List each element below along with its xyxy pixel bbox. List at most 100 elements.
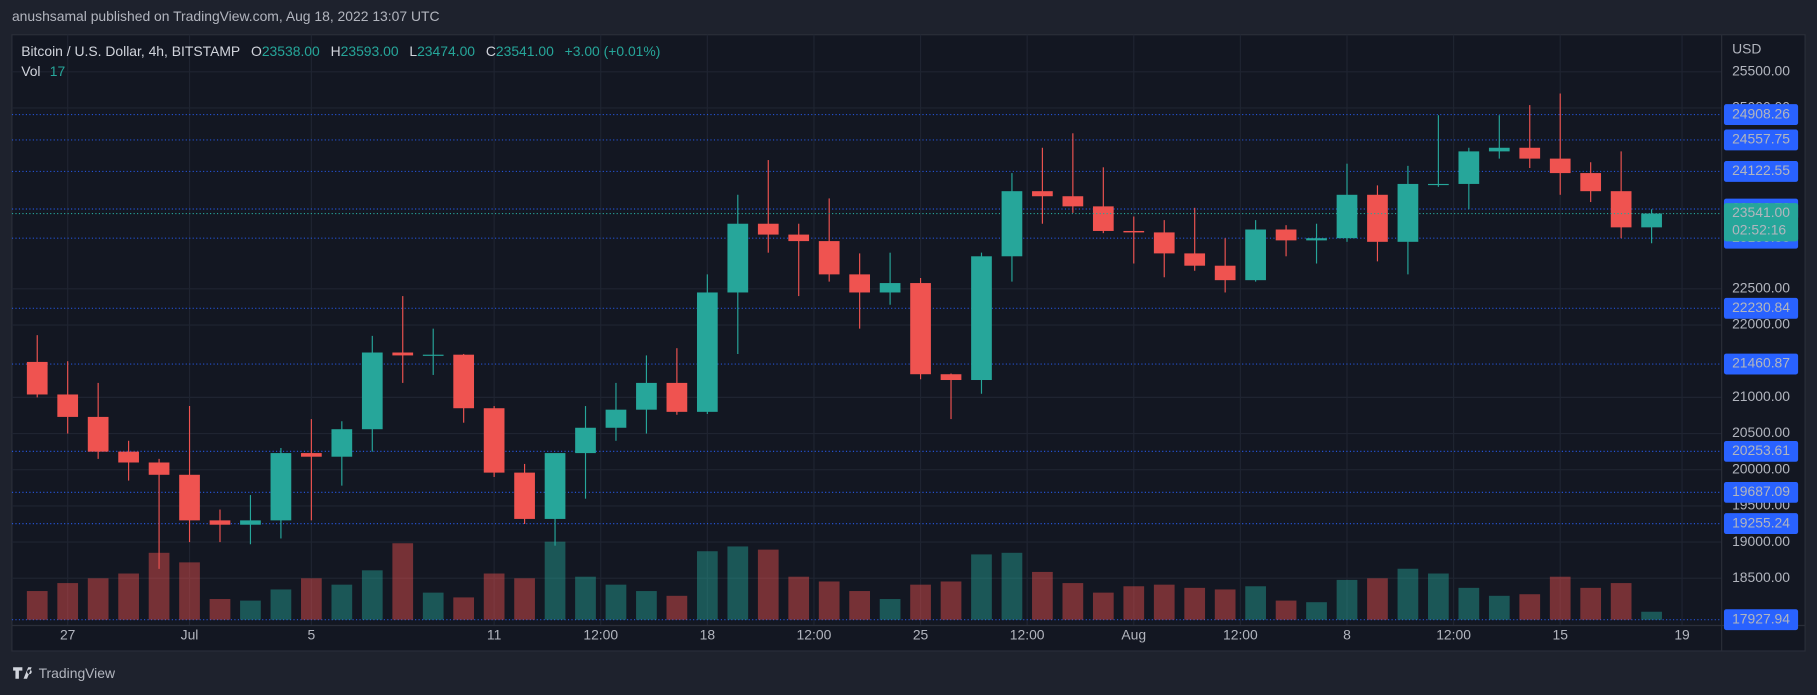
candle-body — [605, 409, 627, 428]
open: 23538.00 — [262, 43, 320, 59]
volume-bar — [666, 595, 688, 620]
volume-bar — [1062, 583, 1084, 620]
candle-body — [910, 283, 931, 375]
vol-label: Vol — [21, 62, 40, 78]
volume-bar — [270, 589, 292, 620]
vol-value: 17 — [50, 62, 66, 78]
candle-body — [1458, 151, 1480, 184]
volume-bar — [575, 576, 596, 620]
candle-body — [1001, 191, 1023, 257]
price-label-bg — [1723, 129, 1799, 151]
candle-body — [1214, 265, 1236, 281]
price-label: 20253.61 — [1732, 442, 1790, 458]
volume-bar — [483, 573, 505, 620]
candle-body — [392, 352, 414, 356]
volume-bar — [544, 541, 566, 620]
price-label: 24908.26 — [1732, 105, 1790, 121]
candle-body — [727, 223, 749, 293]
x-tick-label: 19 — [1674, 627, 1690, 643]
volume-bar — [818, 581, 840, 620]
candle-body — [1306, 238, 1327, 241]
candle-body — [240, 520, 261, 525]
volume-bar — [1641, 611, 1662, 620]
volume-bar — [1549, 576, 1571, 620]
c-label: C — [486, 43, 496, 59]
close: 23541.00 — [496, 43, 554, 59]
x-tick-label: 12:00 — [797, 627, 832, 643]
volume-bar — [118, 573, 139, 620]
y-tick-label: 20000.00 — [1732, 460, 1790, 476]
x-tick-label: 15 — [1552, 627, 1568, 643]
candle-body — [1610, 191, 1632, 228]
volume-bar — [514, 578, 535, 620]
volume-bar — [636, 591, 657, 620]
y-tick-label: 19000.00 — [1732, 533, 1790, 549]
high: 23593.00 — [341, 43, 399, 59]
current-price: 23541.00 — [1732, 204, 1790, 220]
price-label: 24122.55 — [1732, 162, 1790, 178]
candle-body — [301, 453, 322, 457]
volume-bar — [1275, 600, 1297, 620]
candle-body — [1275, 229, 1297, 241]
volume-bar — [1367, 578, 1388, 620]
grid — [11, 34, 1722, 626]
candle-body — [879, 283, 901, 293]
volume-bar — [453, 597, 475, 620]
candle-body — [1641, 213, 1662, 228]
ohlc-legend: Bitcoin / U.S. Dollar, 4h, BITSTAMP O235… — [21, 43, 660, 59]
volume-bar — [148, 552, 170, 620]
candle-body — [849, 274, 870, 293]
candle-body — [575, 427, 596, 454]
candle-body — [1336, 194, 1358, 239]
volume-bar — [1610, 583, 1632, 620]
volume-legend: Vol 17 — [21, 62, 65, 78]
candle-body — [118, 451, 139, 463]
x-tick-label: 12:00 — [1436, 627, 1471, 643]
candle-body — [361, 352, 383, 430]
volume-bar — [87, 578, 109, 620]
volume-bar — [1580, 587, 1602, 620]
volume-bar — [331, 584, 353, 620]
volume-bar — [1306, 602, 1327, 620]
volume-bar — [1519, 594, 1541, 620]
brand: TradingView — [39, 665, 116, 681]
price-label: 17927.94 — [1732, 610, 1790, 626]
candle-body — [1367, 194, 1388, 242]
candle-body — [1519, 147, 1541, 159]
price-label: 19687.09 — [1732, 483, 1790, 499]
candle-body — [971, 256, 992, 381]
currency: USD — [1732, 40, 1761, 56]
candle-body — [1549, 158, 1571, 174]
x-tick-label: 5 — [308, 627, 316, 643]
x-tick-label: 18 — [700, 627, 716, 643]
volume-bar — [727, 546, 749, 620]
publish-info: anushsamal published on TradingView.com,… — [12, 8, 440, 24]
volume-bar — [422, 592, 444, 620]
logo-icon — [13, 667, 32, 679]
candle-body — [818, 241, 840, 275]
volume-bar — [240, 600, 261, 620]
candle-body — [1123, 230, 1145, 233]
price-label: 21460.87 — [1732, 355, 1790, 371]
volume-bar — [1428, 573, 1449, 620]
candle-body — [1428, 183, 1449, 186]
price-label: 19255.24 — [1732, 514, 1790, 530]
volume-bar — [910, 584, 931, 620]
volume-bar — [1032, 571, 1053, 620]
candle-body — [26, 361, 48, 395]
volume-bar — [57, 583, 79, 620]
candle-body — [57, 394, 79, 417]
candle-body — [544, 453, 566, 519]
candle-body — [453, 354, 475, 409]
y-tick-label: 20500.00 — [1732, 424, 1790, 440]
candle-body — [148, 462, 170, 475]
candle-body — [179, 474, 200, 521]
h-label: H — [331, 43, 341, 59]
volume-bar — [1153, 584, 1175, 620]
price-label: 24557.75 — [1732, 131, 1790, 147]
volume-bar — [1001, 552, 1023, 620]
price-label-bg — [1723, 513, 1799, 535]
candle-body — [1184, 253, 1206, 266]
volume-bar — [879, 599, 901, 620]
